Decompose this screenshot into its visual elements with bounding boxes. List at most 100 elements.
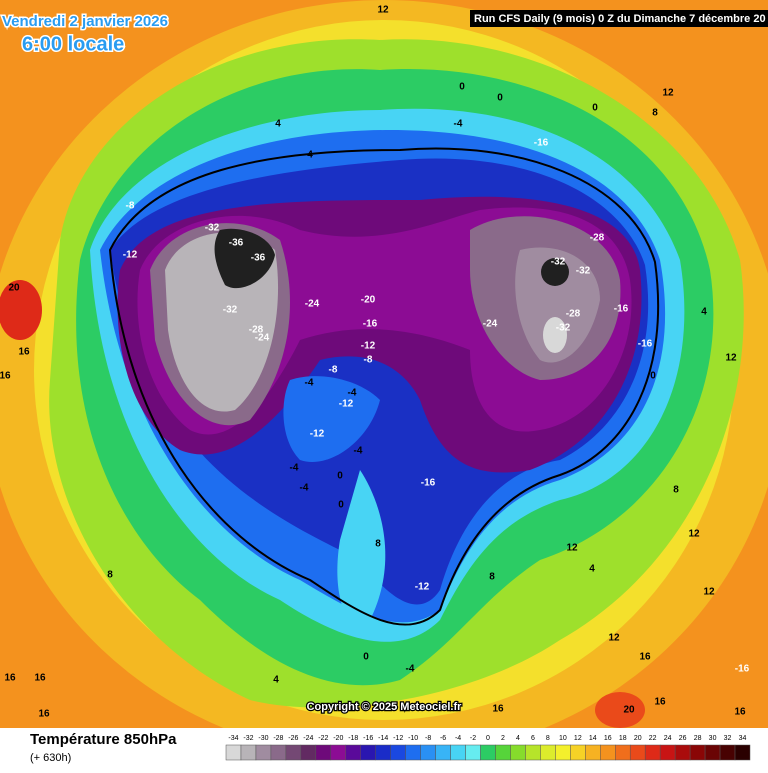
scale-swatch — [300, 744, 317, 761]
scale-swatch — [525, 744, 541, 761]
scale-swatch — [225, 744, 242, 761]
scale-swatch — [480, 744, 496, 761]
contour-label: -4 — [454, 119, 463, 130]
scale-tick-label: 0 — [486, 735, 490, 742]
contour-label: -4 — [305, 378, 314, 389]
scale-swatch — [585, 744, 601, 761]
contour-label: -28 — [249, 325, 264, 336]
scale-swatch — [510, 744, 526, 761]
contour-label: -8 — [364, 355, 373, 366]
scale-tick-label: -34 — [228, 735, 238, 742]
scale-tick-label: 28 — [694, 735, 702, 742]
contour-label: -4 — [406, 664, 415, 675]
scale-tick-label: 8 — [546, 735, 550, 742]
contour-label: -16 — [421, 478, 436, 489]
contour-label: -8 — [329, 365, 338, 376]
contour-label: 12 — [377, 5, 389, 16]
contour-label: 16 — [4, 673, 16, 684]
contour-label: -12 — [123, 250, 138, 261]
scale-tick-label: 12 — [574, 735, 582, 742]
scale-swatch — [689, 744, 706, 761]
contour-label: -24 — [483, 319, 498, 330]
contour-label: 0 — [650, 371, 656, 382]
contour-label: -16 — [363, 319, 378, 330]
contour-label: -12 — [310, 429, 325, 440]
contour-label: -4 — [290, 463, 299, 474]
scale-tick-label: -18 — [348, 735, 358, 742]
scale-tick-label: 16 — [604, 735, 612, 742]
contour-label: -4 — [348, 388, 357, 399]
scale-swatch — [285, 744, 302, 761]
contour-label: -28 — [566, 309, 581, 320]
contour-label: 4 — [275, 119, 281, 130]
scale-swatch — [719, 744, 736, 761]
contour-label: 4 — [307, 150, 313, 161]
color-scale: -34 -32 -30 -28 -26 -24 -22 -20 -18 -16 -14 -12 -10-… — [225, 735, 751, 761]
contour-label: 0 — [497, 93, 503, 104]
contour-label: 8 — [673, 485, 679, 496]
run-info: Run CFS Daily (9 mois) 0 Z du Dimanche 7… — [474, 13, 766, 25]
scale-swatch — [704, 744, 721, 761]
contour-label: 16 — [734, 707, 746, 718]
scale-tick-label: -8 — [425, 735, 431, 742]
time: 6:00 locale — [22, 33, 124, 55]
scale-swatch — [315, 744, 332, 761]
contour-label: -32 — [223, 305, 238, 316]
contour-label: -12 — [415, 582, 430, 593]
scale-swatch — [540, 744, 556, 761]
scale-tick-label: -30 — [258, 735, 268, 742]
contour-label: 16 — [492, 704, 504, 715]
scale-swatch — [435, 744, 451, 761]
contour-label: 12 — [688, 529, 700, 540]
contour-label: -36 — [251, 253, 266, 264]
scale-swatch — [629, 744, 646, 761]
scale-tick-label: 24 — [664, 735, 672, 742]
contour-label: -8 — [126, 201, 135, 212]
scale-tick-label: -12 — [393, 735, 403, 742]
scale-swatch — [674, 744, 691, 761]
scale-swatch — [600, 744, 616, 761]
scale-swatch — [555, 744, 571, 761]
contour-label: -32 — [556, 323, 571, 334]
contour-label: -16 — [534, 138, 549, 149]
contour-label: 4 — [589, 564, 595, 575]
contour-label: 16 — [18, 347, 30, 358]
scale-tick-label: -4 — [455, 735, 461, 742]
contour-label: -4 — [354, 446, 363, 457]
contour-label: -16 — [638, 339, 653, 350]
contour-label: -16 — [735, 664, 750, 675]
contour-label: 12 — [566, 543, 578, 554]
contour-label: -12 — [339, 399, 354, 410]
scale-swatch — [570, 744, 586, 761]
contour-label: -20 — [361, 295, 376, 306]
scale-swatch — [270, 744, 287, 761]
scale-tick-label: 10 — [559, 735, 567, 742]
contour-label: -4 — [300, 483, 309, 494]
contour-label: 0 — [592, 103, 598, 114]
scale-swatch — [734, 744, 751, 761]
scale-swatch — [255, 744, 272, 761]
scale-swatch — [420, 744, 436, 761]
scale-tick-label: -24 — [303, 735, 313, 742]
contour-label: -32 — [551, 257, 566, 268]
scale-swatch — [465, 744, 481, 761]
scale-tick-label: -26 — [288, 735, 298, 742]
contour-label: 16 — [0, 371, 11, 382]
scale-tick-label: -32 — [243, 735, 253, 742]
contour-label: 8 — [107, 570, 113, 581]
scale-swatch — [495, 744, 511, 761]
date: Vendredi 2 janvier 2026 — [2, 13, 168, 30]
scale-tick-label: -6 — [440, 735, 446, 742]
copyright: Copyright © 2025 Meteociel.fr — [307, 701, 463, 713]
scale-tick-label: 18 — [619, 735, 627, 742]
contour-label: 4 — [273, 675, 279, 686]
scale-swatch — [659, 744, 676, 761]
contour-label: 16 — [34, 673, 46, 684]
contour-label: 0 — [363, 652, 369, 663]
contour-label: 0 — [338, 500, 344, 511]
contour-label: 12 — [703, 587, 715, 598]
scale-tick-label: 2 — [501, 735, 505, 742]
run-banner — [470, 10, 768, 27]
scale-tick-label: 22 — [649, 735, 657, 742]
